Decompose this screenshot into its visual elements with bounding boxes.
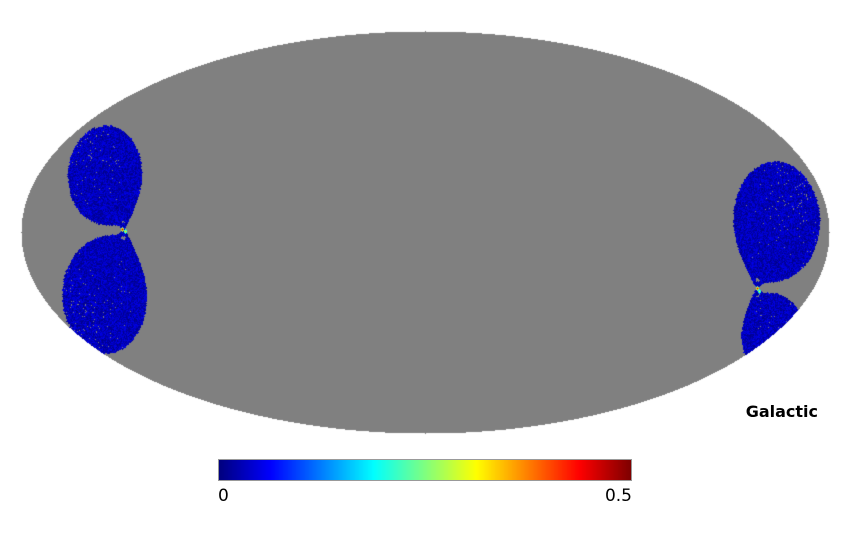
colorbar-ticks: 0 0.5 (218, 486, 632, 510)
colorbar-gradient[interactable] (218, 459, 632, 481)
colorbar-max-label: 0.5 (604, 486, 632, 506)
coordinate-system-label: Galactic (745, 402, 818, 421)
colorbar-min-label: 0 (218, 486, 229, 506)
colorbar: 0 0.5 (218, 459, 632, 510)
mollweide-sky-map[interactable] (0, 0, 850, 460)
